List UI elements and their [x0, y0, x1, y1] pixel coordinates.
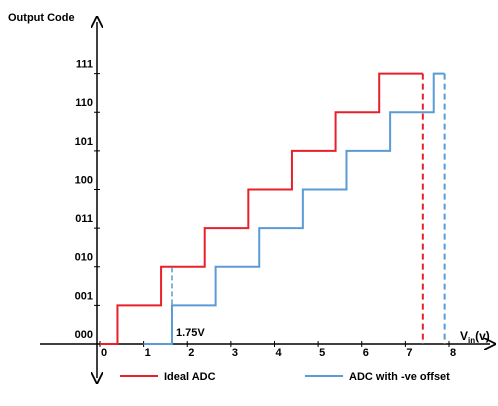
x-tick-label: 7 [406, 347, 412, 359]
x-tick-label: 3 [232, 347, 238, 359]
x-tick-label: 6 [363, 347, 369, 359]
y-tick-label: 111 [76, 59, 93, 71]
x-label-main: V [460, 329, 468, 343]
y-tick-label: 011 [75, 213, 93, 225]
x-label-sub: in [468, 336, 475, 345]
x-tick-label: 8 [450, 347, 456, 359]
y-tick-label: 100 [75, 174, 93, 186]
y-tick-label: 101 [75, 136, 93, 148]
x-tick-label: 1 [145, 347, 151, 359]
x-tick-label: 4 [275, 347, 282, 359]
y-axis-label: Output Code [8, 12, 75, 24]
x-tick-label: 0 [101, 347, 107, 359]
annotation: 1.75V [176, 327, 205, 339]
x-label-unit: (v) [475, 329, 490, 343]
legend-label: Ideal ADC [164, 371, 216, 383]
series-line [100, 72, 423, 345]
y-tick-label: 010 [75, 252, 93, 264]
x-tick-label: 5 [319, 347, 325, 359]
y-tick-label: 000 [75, 329, 93, 341]
x-tick-label: 2 [188, 347, 194, 359]
y-tick-label: 001 [75, 290, 93, 302]
y-tick-label: 110 [75, 97, 93, 109]
x-axis-label: Vin(v) [460, 329, 490, 345]
series-line [143, 72, 445, 345]
legend-label: ADC with -ve offset [349, 371, 450, 383]
